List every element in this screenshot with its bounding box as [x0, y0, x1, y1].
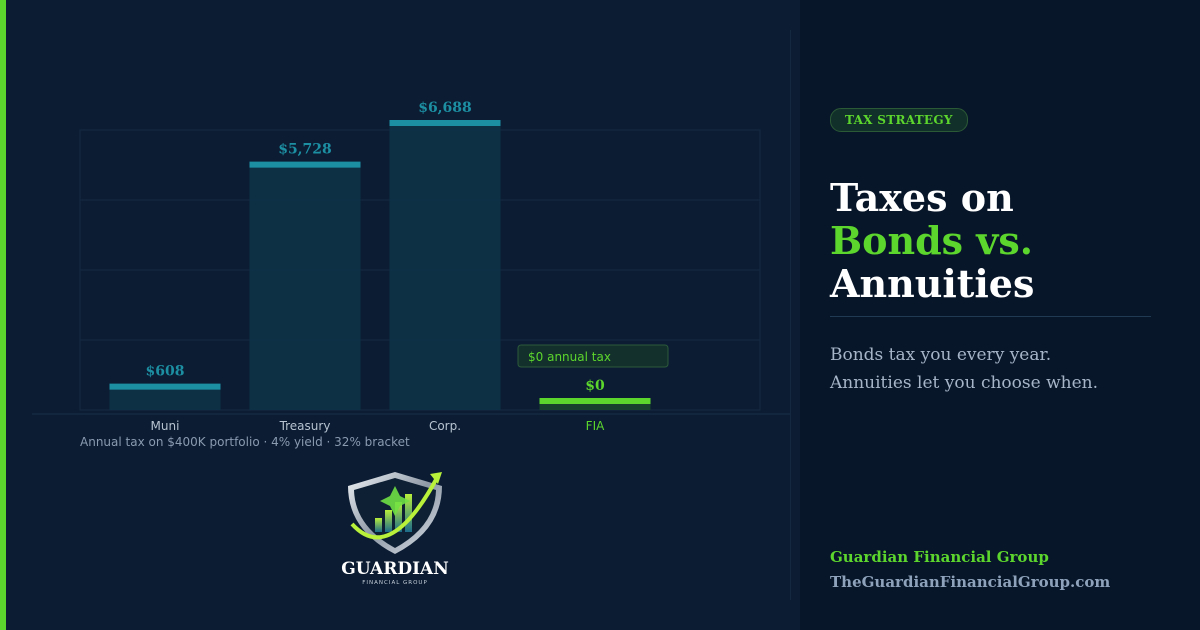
- chart-caption: Annual tax on $400K portfolio · 4% yield…: [80, 435, 410, 449]
- logo-tagline: FINANCIAL GROUP: [362, 580, 428, 586]
- annotation-box: [517, 344, 669, 368]
- value-label-muni: $608: [146, 364, 185, 380]
- category-label-fia: FIA: [586, 419, 605, 433]
- bar-cap-corp: [389, 120, 501, 126]
- bar-corp: [389, 120, 501, 410]
- bar-cap-muni: [109, 383, 221, 390]
- guardian-logo: GUARDIAN FINANCIAL GROUP: [341, 472, 449, 586]
- bar-cap-fia: [539, 398, 651, 404]
- panel-divider: [790, 30, 791, 600]
- headline-line-3: Annuities: [830, 261, 1035, 306]
- accent-bar: [0, 0, 6, 630]
- bar-cap-treasury: [249, 161, 361, 168]
- category-label-corp: Corp.: [429, 419, 461, 433]
- subtext: Bonds tax you every year. Annuities let …: [830, 341, 1098, 397]
- tax-strategy-badge: TAX STRATEGY: [830, 108, 968, 132]
- headline: Taxes on Bonds vs. Annuities: [830, 176, 1034, 305]
- info-panel: [800, 0, 1200, 630]
- subtext-line-1: Bonds tax you every year.: [830, 345, 1052, 365]
- category-label-muni: Muni: [151, 419, 180, 433]
- category-label-treasury: Treasury: [279, 419, 331, 433]
- value-label-treasury: $5,728: [278, 142, 332, 158]
- annotation-text: $0 annual tax: [528, 350, 611, 364]
- bar-treasury: [249, 161, 361, 410]
- value-label-corp: $6,688: [418, 100, 472, 116]
- headline-divider: [830, 316, 1151, 317]
- headline-line-1: Taxes on: [830, 175, 1014, 220]
- brand-name: Guardian Financial Group: [830, 548, 1049, 566]
- value-label-fia: $0: [585, 378, 605, 394]
- headline-line-2: Bonds vs.: [830, 218, 1033, 263]
- logo-wordmark: GUARDIAN: [341, 559, 449, 579]
- bar-chart: $608 Muni $5,728 Treasury $6,688 Corp. $0 FIA $0…: [32, 100, 790, 449]
- subtext-line-2: Annuities let you choose when.: [830, 373, 1098, 393]
- brand-url: TheGuardianFinancialGroup.com: [830, 573, 1111, 591]
